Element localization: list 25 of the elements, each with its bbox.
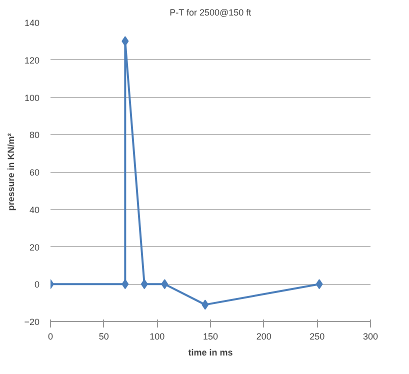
- y-tick-label: 120: [24, 55, 40, 66]
- x-tick-label: 200: [256, 332, 272, 342]
- x-tick-label: 150: [202, 332, 218, 342]
- point: [122, 279, 129, 290]
- y-axis-title: pressure in KN/m²: [6, 133, 16, 211]
- x-tick-label: 100: [150, 332, 165, 342]
- x-tick-label: 50: [98, 332, 109, 342]
- y-tick-label: 100: [24, 92, 40, 103]
- x-axis-title: time in ms: [188, 348, 233, 358]
- chart-title: P-T for 2500@150 ft: [170, 8, 252, 18]
- x-tick-label: 0: [48, 332, 54, 342]
- point: [202, 300, 209, 310]
- y-tick-label: 40: [29, 204, 40, 215]
- y-tick-label: 140: [24, 18, 40, 28]
- point: [140, 279, 148, 290]
- point: [122, 36, 129, 46]
- y-tick-label: −20: [24, 317, 40, 327]
- x-tick-label: 300: [362, 332, 378, 342]
- y-tick-label: 60: [29, 168, 40, 178]
- point: [161, 279, 168, 290]
- x-tick-label: 250: [310, 332, 325, 342]
- point: [316, 279, 323, 290]
- y-tick-label: 80: [29, 130, 40, 140]
- y-tick-label: 20: [29, 242, 40, 252]
- y-tick-label: 0: [34, 280, 40, 290]
